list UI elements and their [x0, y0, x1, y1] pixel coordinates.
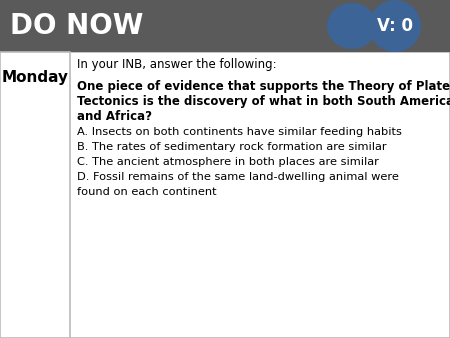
Circle shape: [369, 0, 421, 52]
Text: C. The ancient atmosphere in both places are similar: C. The ancient atmosphere in both places…: [77, 157, 379, 167]
Text: A. Insects on both continents have similar feeding habits: A. Insects on both continents have simil…: [77, 127, 402, 137]
Bar: [0, 52, 70, 338]
Text: DO NOW: DO NOW: [10, 12, 144, 40]
Text: One piece of evidence that supports the Theory of Plate: One piece of evidence that supports the …: [77, 80, 450, 93]
Ellipse shape: [327, 3, 377, 49]
Text: and Africa?: and Africa?: [77, 110, 152, 123]
Bar: [0, 52, 450, 338]
Text: B. The rates of sedimentary rock formation are similar: B. The rates of sedimentary rock formati…: [77, 142, 387, 152]
Text: Monday: Monday: [1, 70, 68, 85]
Text: Tectonics is the discovery of what in both South America: Tectonics is the discovery of what in bo…: [77, 95, 450, 108]
Text: V: 0: V: 0: [377, 17, 413, 35]
Text: found on each continent: found on each continent: [77, 187, 216, 197]
Bar: [0, 0, 450, 52]
Text: In your INB, answer the following:: In your INB, answer the following:: [77, 58, 277, 71]
Text: D. Fossil remains of the same land-dwelling animal were: D. Fossil remains of the same land-dwell…: [77, 172, 399, 182]
